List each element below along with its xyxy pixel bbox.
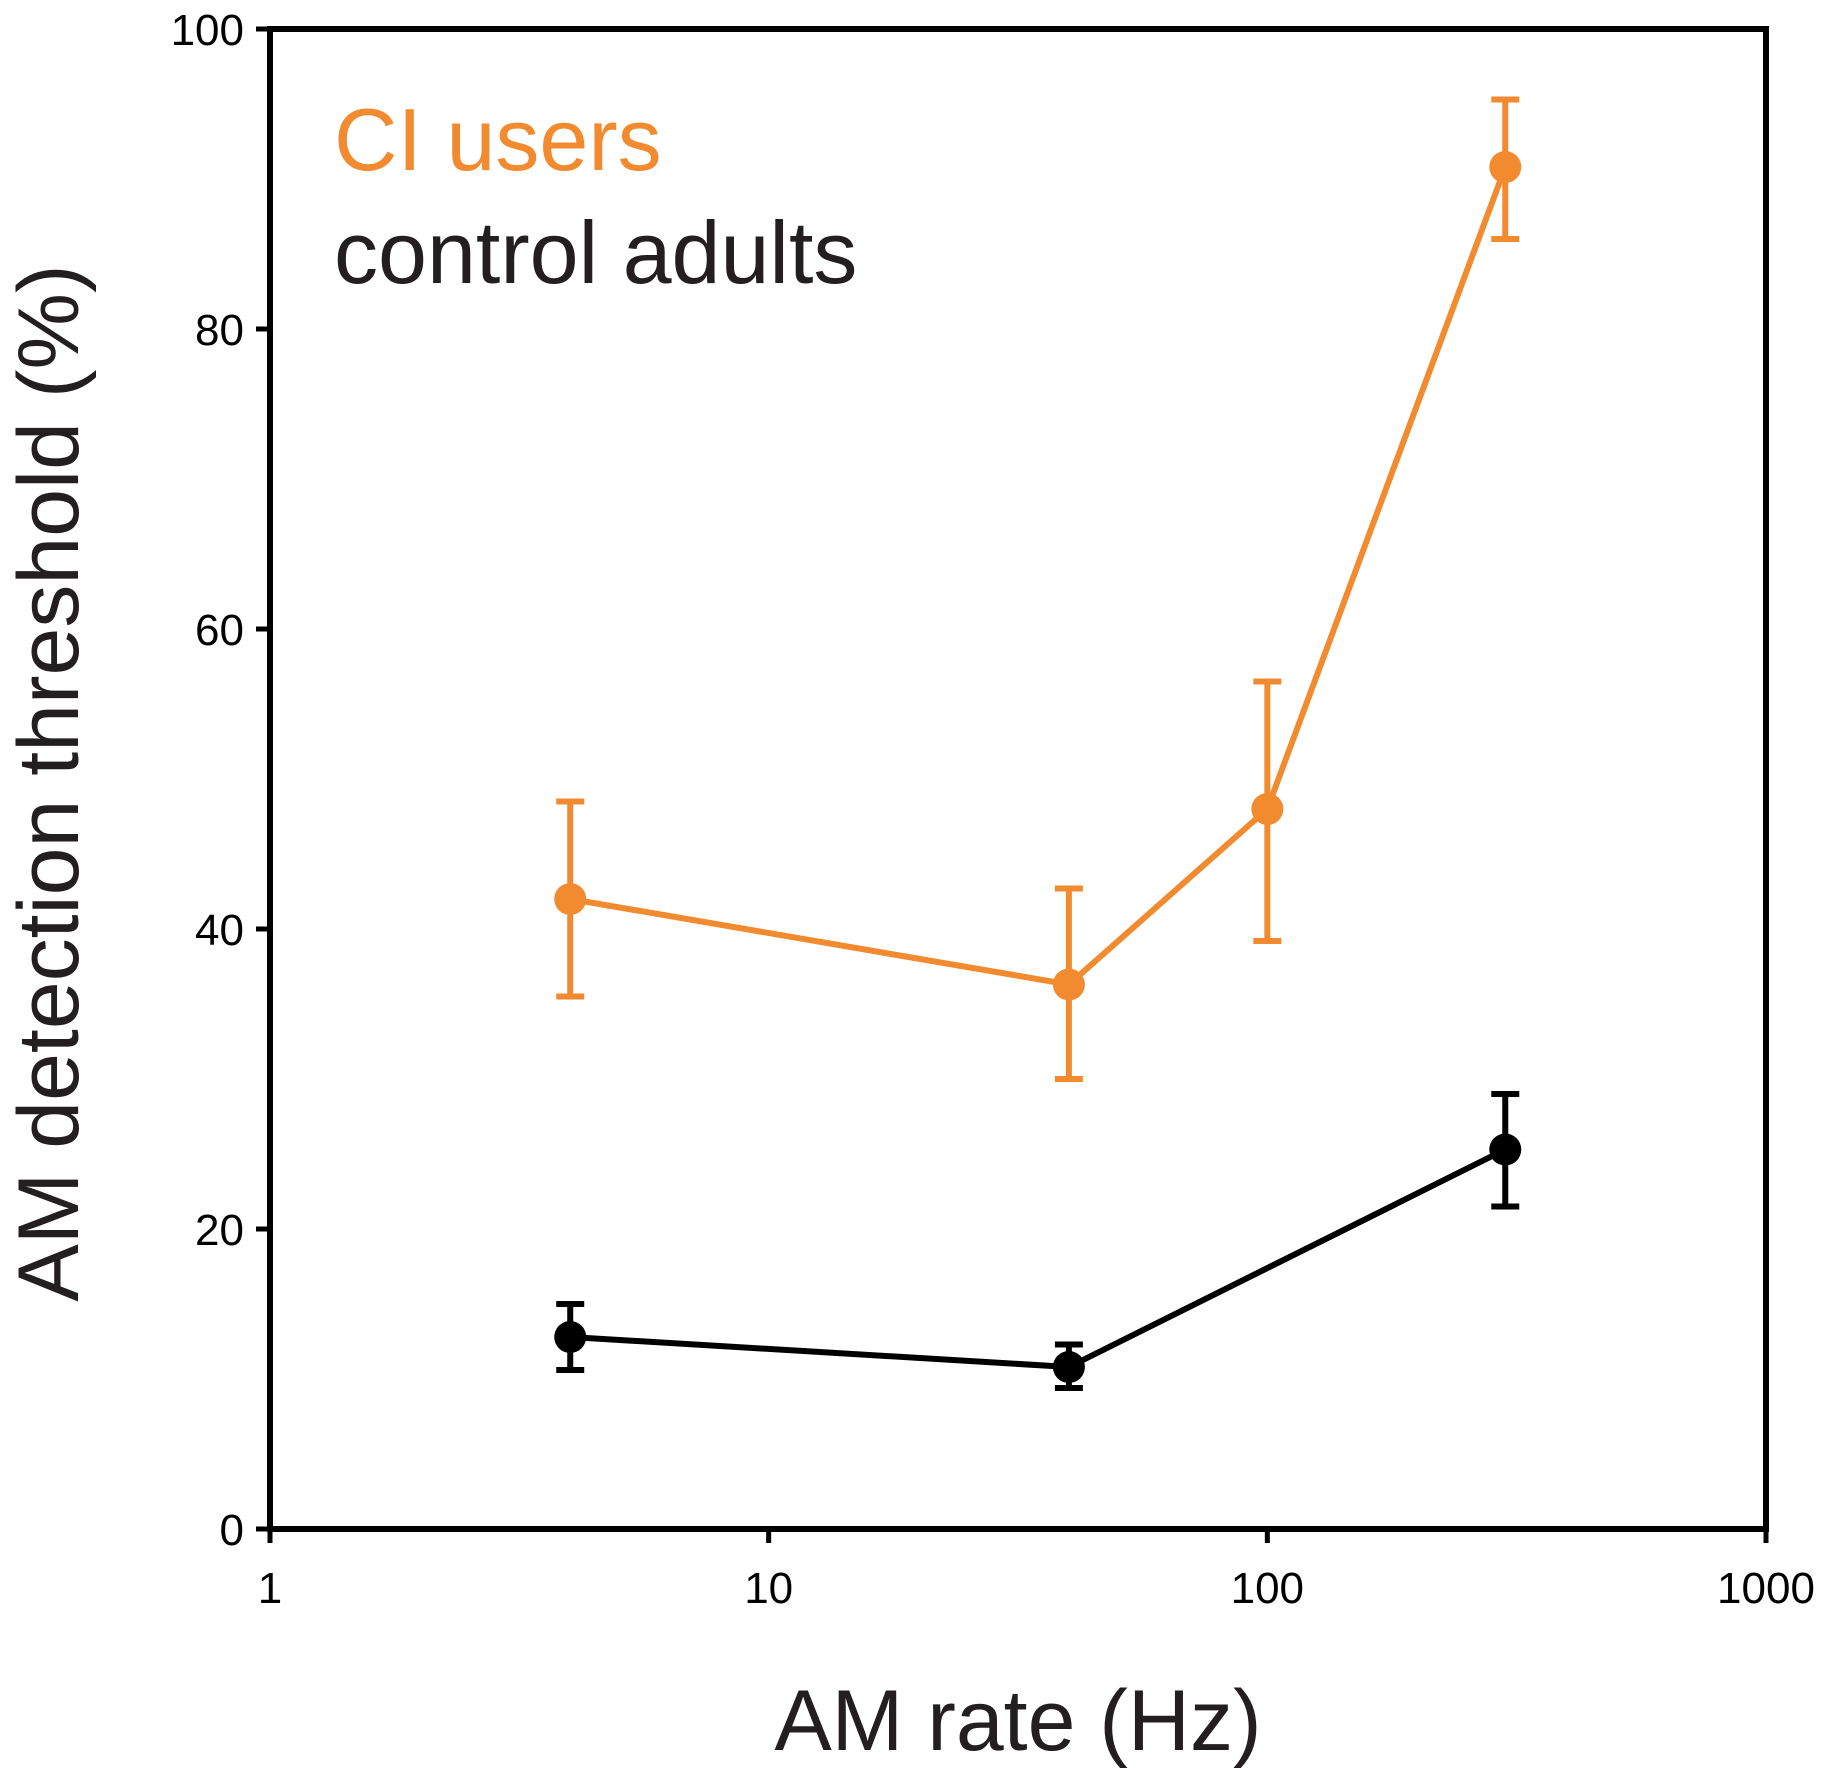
y-tick-label: 20	[195, 1206, 244, 1255]
series-layer	[554, 96, 1522, 1391]
x-tick-label: 1000	[1717, 1564, 1815, 1613]
data-point-control-adults	[554, 1321, 587, 1353]
series-control-adults	[554, 1091, 1522, 1391]
series-line-ci-users	[569, 165, 1509, 988]
y-tick-label: 100	[171, 6, 244, 55]
data-point-ci-users	[1052, 968, 1085, 1001]
legend-label-ci-users: CI users	[334, 90, 662, 189]
legend-layer: CI users control adults	[334, 90, 857, 302]
data-point-control-adults	[1052, 1351, 1085, 1383]
y-tick-label: 40	[195, 906, 244, 955]
x-tick-label: 10	[744, 1564, 793, 1613]
y-tick-label: 0	[220, 1506, 244, 1555]
x-tick-label: 1	[258, 1564, 282, 1613]
x-tick-label: 100	[1231, 1564, 1304, 1613]
data-point-ci-users	[554, 883, 587, 915]
y-tick-label: 80	[195, 306, 244, 355]
data-point-ci-users	[1489, 151, 1522, 183]
x-axis-title: AM rate (Hz)	[774, 1673, 1261, 1768]
y-tick-label: 60	[195, 606, 244, 655]
data-point-ci-users	[1251, 793, 1284, 825]
series-ci-users	[554, 96, 1522, 1082]
series-line-control-adults	[570, 1146, 1507, 1370]
plot-frame	[267, 26, 1769, 1532]
data-point-control-adults	[1489, 1133, 1522, 1166]
y-axis-title: AM detection threshold (%)	[1, 264, 97, 1301]
axes-layer: 0 20 40 60 80 100 1 10 100 1000	[171, 6, 1815, 1613]
legend-label-control-adults: control adults	[334, 203, 857, 302]
